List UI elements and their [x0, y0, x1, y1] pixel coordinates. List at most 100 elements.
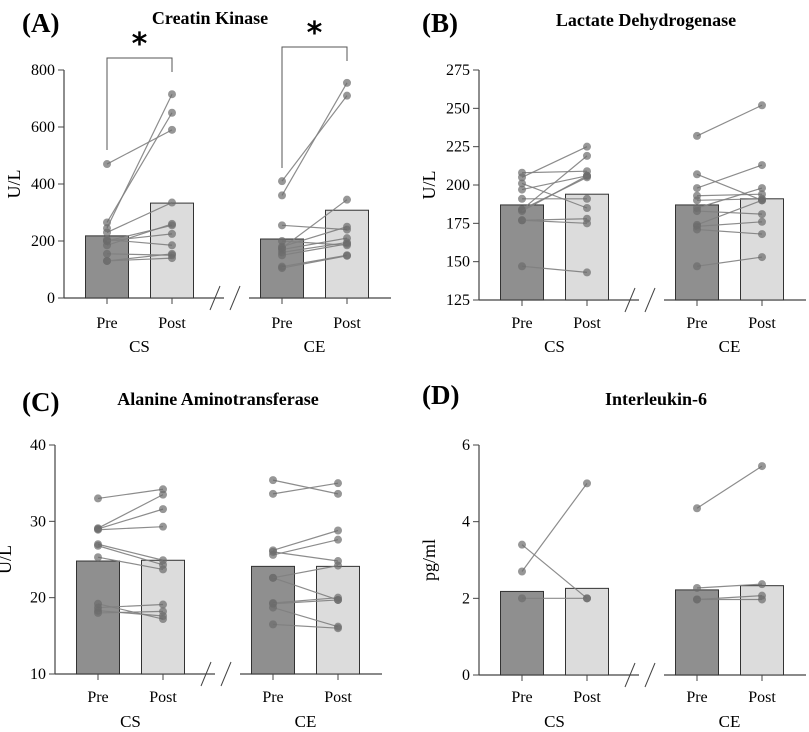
data-point-post [168, 241, 176, 250]
data-point-pre [518, 207, 526, 216]
x-category-label: Post [748, 315, 776, 332]
paired-line [696, 595, 763, 601]
data-point-post [334, 526, 342, 535]
panel-tag: (A) [22, 8, 59, 38]
paired-line [272, 599, 339, 605]
axis-break-mark [220, 661, 232, 687]
y-axis-label: U/L [4, 170, 24, 199]
x-category-label: Pre [271, 315, 292, 332]
data-point-pre [103, 237, 111, 245]
paired-line [521, 265, 588, 273]
data-point-pre [103, 160, 111, 169]
data-point-post [334, 489, 342, 498]
paired-line [97, 556, 164, 571]
paired-line [521, 175, 588, 212]
data-point-post [159, 505, 167, 514]
group-label: CE [719, 712, 741, 731]
y-tick-label: 200 [446, 177, 470, 194]
y-tick-label: 30 [30, 513, 46, 530]
paired-line [106, 112, 173, 223]
paired-line [97, 494, 164, 529]
x-category-label: Post [573, 689, 601, 706]
data-point-pre [693, 196, 701, 205]
y-tick-label: 125 [446, 292, 470, 309]
data-point-post [343, 239, 351, 248]
paired-line [106, 233, 173, 242]
panel-c: (C) Alanine Aminotransferase U/L 10 20 30 40 Pr… [0, 387, 382, 731]
data-point-post [758, 230, 766, 239]
data-point-pre [103, 256, 111, 265]
data-point-post [758, 184, 766, 193]
data-point-post [159, 600, 167, 609]
data-point-pre [518, 185, 526, 194]
paired-line [696, 164, 763, 189]
panel-title: Alanine Aminotransferase [117, 389, 319, 409]
data-point-post [583, 204, 591, 212]
data-point-post [758, 217, 766, 226]
data-point-pre [269, 476, 277, 485]
paired-line [272, 551, 339, 562]
group-label: CS [129, 337, 150, 356]
paired-line [521, 219, 588, 224]
axis-break-mark [644, 662, 656, 688]
data-point-post [334, 561, 342, 570]
data-point-post [168, 90, 176, 99]
paired-line [696, 187, 763, 209]
significance-bracket [106, 57, 173, 150]
data-point-pre [518, 540, 526, 549]
data-point-pre [518, 594, 526, 603]
data-point-pre [693, 583, 701, 592]
data-point-pre [269, 603, 277, 612]
y-tick-label: 200 [31, 233, 55, 250]
data-point-pre [94, 608, 102, 617]
axis-break-mark [209, 285, 221, 311]
data-point-pre [693, 225, 701, 234]
significance-marker: * [132, 27, 148, 62]
data-point-post [343, 222, 351, 231]
paired-line [281, 237, 348, 251]
paired-line [106, 129, 173, 165]
paired-line [281, 199, 348, 249]
data-point-pre [518, 173, 526, 182]
paired-line [281, 243, 348, 256]
data-point-post [343, 251, 351, 260]
bar-pre-CS [76, 560, 120, 675]
data-point-pre [693, 262, 701, 271]
data-point-pre [269, 489, 277, 498]
data-point-pre [518, 216, 526, 225]
data-point-pre [278, 191, 286, 200]
paired-line [521, 155, 588, 210]
paired-line [281, 241, 348, 253]
panel-title: Creatin Kinase [152, 8, 268, 28]
x-category-label: Post [158, 315, 186, 332]
paired-line [272, 577, 339, 601]
data-point-post [758, 595, 766, 604]
panel-title: Lactate Dehydrogenase [556, 10, 736, 30]
y-tick-label: 2 [462, 590, 470, 607]
axis-break-mark [624, 287, 636, 313]
paired-line [696, 199, 763, 226]
paired-line [696, 465, 763, 509]
paired-line [272, 529, 339, 551]
data-point-post [334, 479, 342, 488]
paired-line [97, 610, 164, 614]
data-point-post [159, 607, 167, 616]
panel-a: (A) Creatin Kinase U/L 0 200 400 600 800 Pre Post… [4, 8, 391, 356]
y-tick-label: 175 [446, 215, 470, 232]
data-point-post [343, 195, 351, 204]
x-category-label: Pre [96, 315, 117, 332]
data-point-post [168, 229, 176, 238]
data-point-post [168, 219, 176, 228]
data-point-pre [278, 264, 286, 273]
data-point-pre [278, 237, 286, 245]
panel-tag: (D) [422, 380, 459, 410]
paired-line [281, 254, 348, 268]
data-point-post [758, 196, 766, 205]
group-label: CS [544, 337, 565, 356]
axis-break-mark [624, 662, 636, 688]
paired-line [97, 488, 164, 500]
paired-line [696, 221, 763, 227]
data-point-pre [693, 595, 701, 604]
data-point-post [159, 522, 167, 531]
